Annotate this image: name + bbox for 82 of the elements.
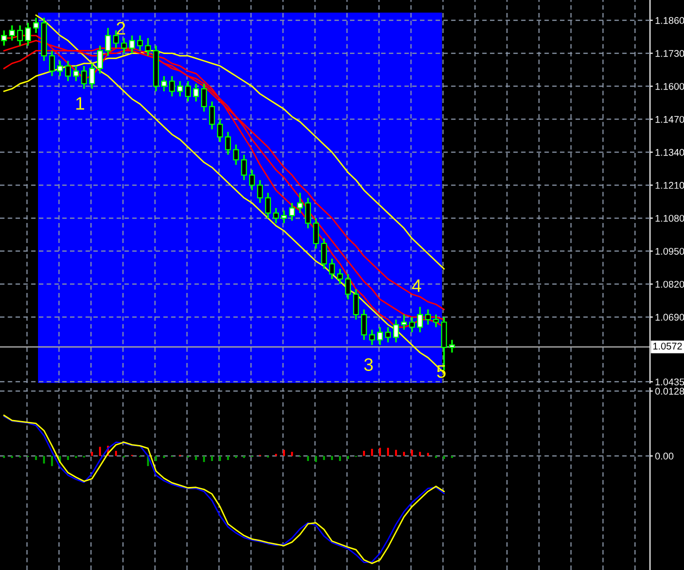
candlestick [81,65,87,90]
bar [211,456,213,462]
candlestick [233,144,239,166]
candlestick [361,308,367,341]
candlestick [193,82,199,102]
candlestick [105,27,111,57]
candlestick [137,34,143,52]
candlestick [225,131,231,156]
bar [395,450,397,456]
candlestick [385,326,391,344]
candlestick [241,154,247,181]
bar [99,446,101,456]
bar [115,450,117,456]
candlestick [273,207,279,224]
bar [427,452,429,456]
annotation: 2 [116,22,126,35]
candlestick [73,65,79,82]
candlestick [425,308,431,326]
y-tick-label: 0.0128 [655,388,684,395]
bar [339,456,341,462]
annotation: 4 [412,279,422,292]
y-tick-label: 1.1470 [656,116,684,123]
annotation: 3 [364,358,373,371]
candlestick [289,202,295,222]
candlestick [97,44,103,74]
y-tick-label: 1.1600 [656,82,684,90]
candlestick [65,60,71,82]
candlestick [265,192,271,219]
bar [363,450,365,456]
bar [307,456,309,462]
bar [323,456,325,460]
candlestick [401,314,407,331]
annotation: 1 [76,97,84,110]
bar [43,456,45,464]
candlestick [417,306,423,334]
y-tick-label: 1.1210 [656,182,684,189]
bar [371,448,373,456]
y-tick-label: 1.1080 [656,214,684,222]
candlestick [329,258,335,280]
y-tick-label: 1.0435 [656,378,684,386]
candlestick [297,192,303,214]
candlestick [353,288,359,320]
y-tick-label: 1.0690 [656,314,684,321]
ref-line-label: 1.0572 [653,342,682,350]
bar [331,456,333,460]
bar [35,456,37,460]
bar [443,456,445,459]
candlestick [169,75,175,98]
candlestick [433,314,439,328]
candlestick [1,30,7,46]
candlestick [201,82,207,112]
candlestick [9,24,15,42]
bar [67,456,69,460]
y-tick-label: 1.0820 [656,280,684,288]
bar [227,456,229,460]
bar [387,448,389,456]
bar [291,452,293,456]
candlestick [177,80,183,98]
bar [403,452,405,456]
bar [195,456,197,460]
y-tick-label: 0.00 [655,452,674,460]
y-tick-label: 1.1340 [656,148,684,156]
candlestick [369,328,375,346]
candlestick [449,339,455,354]
candlestick [33,16,39,34]
candlestick [305,197,311,230]
candlestick [161,75,167,92]
candlestick [321,238,327,270]
candlestick [393,318,399,344]
bar [203,456,205,462]
candlestick [17,24,23,46]
candlestick [257,179,263,204]
bar [419,452,421,456]
candlestick [129,34,135,54]
y-tick-label: 1.1730 [656,50,684,57]
y-tick-label: 1.1860 [656,17,684,24]
y-tick-label: 1.0950 [656,248,684,255]
candlestick [145,37,151,57]
bar [51,456,53,466]
candlestick [209,100,215,130]
candlestick [49,50,55,77]
candlestick [337,268,343,285]
